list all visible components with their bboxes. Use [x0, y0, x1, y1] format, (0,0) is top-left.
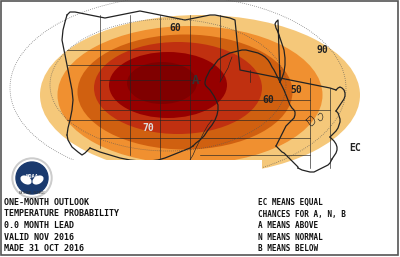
Ellipse shape — [94, 42, 262, 134]
Text: 70: 70 — [142, 123, 154, 133]
Text: CHANCES FOR A, N, B: CHANCES FOR A, N, B — [258, 209, 346, 218]
Circle shape — [12, 158, 52, 198]
Circle shape — [14, 160, 50, 196]
Ellipse shape — [40, 15, 360, 175]
Ellipse shape — [127, 62, 197, 104]
Bar — [2, 195, 397, 255]
Ellipse shape — [32, 176, 44, 185]
Circle shape — [16, 162, 48, 194]
Text: NOAA: NOAA — [26, 173, 38, 179]
Text: EC MEANS EQUAL: EC MEANS EQUAL — [258, 198, 323, 207]
Ellipse shape — [20, 176, 32, 185]
Text: 0.0 MONTH LEAD: 0.0 MONTH LEAD — [4, 221, 74, 230]
Text: B MEANS BELOW: B MEANS BELOW — [258, 244, 318, 253]
Text: A MEANS ABOVE: A MEANS ABOVE — [258, 221, 318, 230]
Text: ONE-MONTH OUTLOOK: ONE-MONTH OUTLOOK — [4, 198, 89, 207]
Text: 50: 50 — [290, 85, 302, 95]
Text: VALID NOV 2016: VALID NOV 2016 — [4, 233, 74, 242]
Text: 90: 90 — [316, 45, 328, 55]
Text: A: A — [192, 74, 200, 87]
Text: 60: 60 — [169, 23, 181, 33]
Text: 60: 60 — [262, 95, 274, 105]
Ellipse shape — [58, 26, 322, 164]
Ellipse shape — [109, 52, 227, 118]
Text: TEMPERATURE PROBABILITY: TEMPERATURE PROBABILITY — [4, 209, 119, 218]
Text: MADE 31 OCT 2016: MADE 31 OCT 2016 — [4, 244, 84, 253]
Text: EC: EC — [349, 143, 361, 153]
Bar — [2, 160, 262, 196]
Ellipse shape — [78, 34, 292, 150]
Text: N MEANS NORMAL: N MEANS NORMAL — [258, 233, 323, 242]
Text: NATIONAL OCEANIC: NATIONAL OCEANIC — [19, 191, 45, 195]
